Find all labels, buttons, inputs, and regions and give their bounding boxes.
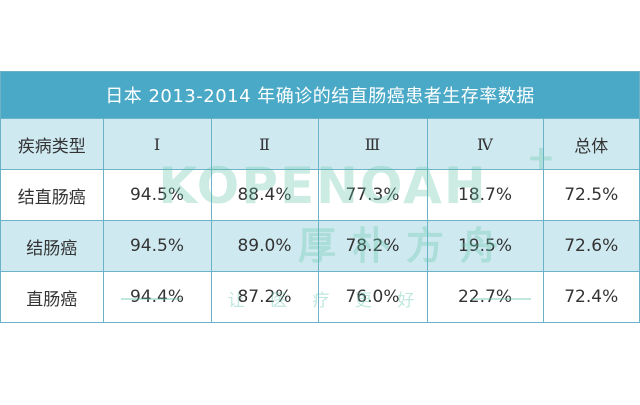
- row-disease-type: 结肠癌: [1, 220, 104, 272]
- row-stage-1-value: 94.4%: [103, 271, 212, 322]
- survival-table: 疾病类型 Ⅰ Ⅱ Ⅲ Ⅳ 总体 结直肠癌 94.5% 88.4% 77.3% 1…: [1, 119, 639, 322]
- row-overall-value: 72.4%: [543, 271, 639, 322]
- row-stage-4-value: 22.7%: [427, 271, 544, 322]
- row-stage-2-value: 88.4%: [211, 169, 319, 221]
- row-stage-3-value: 76.0%: [318, 271, 428, 322]
- row-disease-type: 直肠癌: [1, 271, 104, 322]
- row-stage-2-value: 89.0%: [211, 220, 319, 272]
- header-stage-2: Ⅱ: [211, 119, 319, 170]
- header-disease-type: 疾病类型: [1, 119, 104, 170]
- row-disease-type: 结直肠癌: [1, 169, 104, 221]
- table-title: 日本 2013-2014 年确诊的结直肠癌患者生存率数据: [1, 72, 639, 119]
- survival-table-card: 日本 2013-2014 年确诊的结直肠癌患者生存率数据 疾病类型 Ⅰ Ⅱ Ⅲ …: [0, 71, 640, 323]
- row-overall-value: 72.6%: [543, 220, 639, 272]
- table-row: 结直肠癌 94.5% 88.4% 77.3% 18.7% 72.5%: [1, 169, 639, 221]
- row-stage-1-value: 94.5%: [103, 169, 212, 221]
- header-row: 疾病类型 Ⅰ Ⅱ Ⅲ Ⅳ 总体: [1, 119, 639, 170]
- row-stage-1-value: 94.5%: [103, 220, 212, 272]
- row-stage-2-value: 87.2%: [211, 271, 319, 322]
- header-stage-1: Ⅰ: [103, 119, 212, 170]
- row-stage-3-value: 78.2%: [318, 220, 428, 272]
- row-stage-3-value: 77.3%: [318, 169, 428, 221]
- row-overall-value: 72.5%: [543, 169, 639, 221]
- table-row: 直肠癌 94.4% 87.2% 76.0% 22.7% 72.4%: [1, 271, 639, 322]
- header-stage-4: Ⅳ: [427, 119, 544, 170]
- row-stage-4-value: 18.7%: [427, 169, 544, 221]
- header-stage-3: Ⅲ: [318, 119, 428, 170]
- row-stage-4-value: 19.5%: [427, 220, 544, 272]
- table-row: 结肠癌 94.5% 89.0% 78.2% 19.5% 72.6%: [1, 220, 639, 272]
- header-overall: 总体: [543, 119, 639, 170]
